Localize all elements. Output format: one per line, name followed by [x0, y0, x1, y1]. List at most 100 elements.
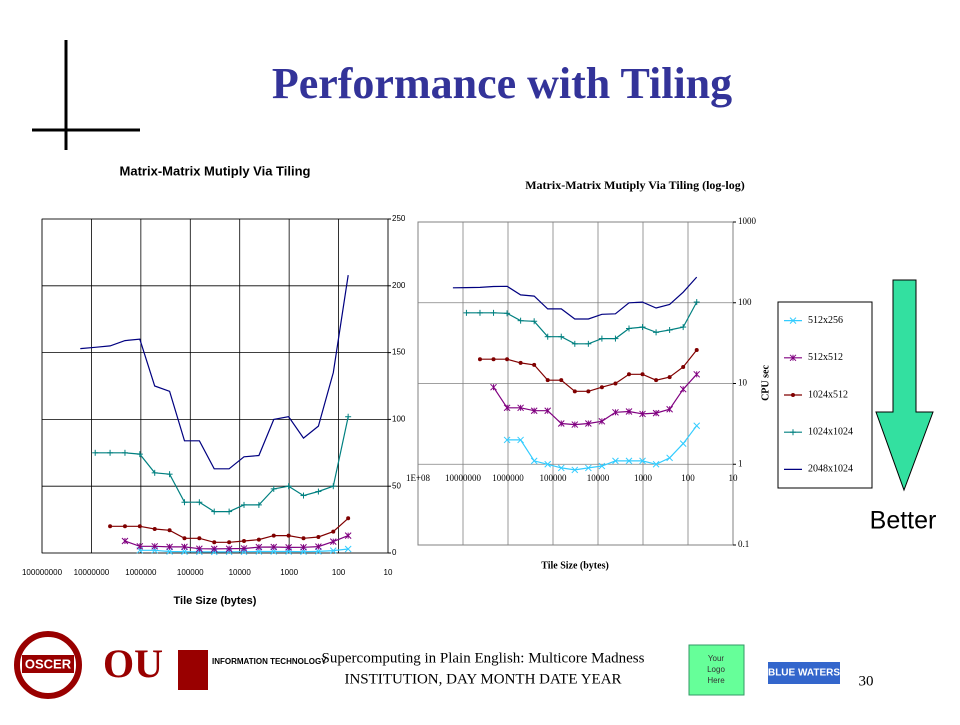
data-point	[667, 375, 672, 380]
data-point	[639, 324, 646, 331]
data-point	[92, 449, 99, 456]
data-point	[181, 499, 188, 506]
marker-dot	[286, 533, 291, 538]
data-point	[166, 471, 173, 478]
data-point	[491, 357, 496, 362]
data-point	[255, 501, 262, 508]
x-tick-label: 100000000	[22, 568, 63, 577]
data-point	[300, 492, 307, 499]
data-point	[329, 538, 337, 545]
data-point	[151, 542, 159, 550]
y-tick-label: 50	[392, 481, 401, 490]
data-point	[571, 340, 578, 347]
marker-dot	[532, 362, 537, 367]
data-point	[344, 532, 352, 539]
marker-dot	[599, 385, 604, 390]
data-point	[315, 488, 322, 495]
data-point	[571, 466, 579, 474]
marker-stroke	[329, 547, 337, 554]
marker-dot	[477, 357, 482, 362]
x-tick-label: 10000	[229, 568, 252, 577]
data-point	[586, 389, 591, 394]
data-point	[571, 421, 579, 428]
data-point	[557, 464, 565, 472]
logo-placeholder-text: Logo	[707, 665, 725, 674]
data-point	[666, 405, 673, 413]
x-tick-label: 100	[332, 568, 346, 577]
marker-dot	[346, 516, 351, 521]
data-point	[226, 508, 233, 515]
data-point	[240, 548, 248, 556]
legend-label: 1024x1024	[808, 426, 853, 437]
it-logo	[178, 650, 208, 690]
marker-dot	[518, 360, 523, 365]
logo-placeholder	[688, 644, 745, 696]
blue-waters-logo-text: BLUE WATERS	[768, 668, 840, 679]
data-point	[271, 533, 276, 538]
y-tick-label: 200	[392, 281, 406, 290]
x-tick-label: 100	[681, 473, 695, 483]
marker-stroke	[625, 457, 633, 465]
data-point	[121, 449, 128, 456]
data-point	[598, 462, 606, 470]
x-axis-label: Tile Size (bytes)	[174, 595, 257, 607]
data-point	[666, 454, 673, 462]
marker-stroke	[181, 548, 188, 556]
data-point	[613, 381, 618, 386]
data-point	[612, 408, 619, 416]
marker-dot	[491, 357, 496, 362]
x-tick-label: 10	[384, 568, 393, 577]
x-tick-label: 10	[729, 473, 739, 483]
marker-stroke	[225, 548, 233, 556]
data-point	[640, 372, 645, 377]
oscer-logo	[22, 655, 74, 673]
x-tick-label: 1E+08	[406, 473, 431, 483]
data-point	[197, 536, 202, 541]
legend-marker	[791, 393, 795, 397]
marker-stroke	[571, 466, 579, 474]
marker-stroke	[666, 454, 673, 462]
marker-dot	[559, 378, 564, 383]
slide-title: Performance with Tiling	[272, 59, 732, 108]
marker-dot	[626, 372, 631, 377]
ou-logo: OU	[103, 641, 163, 686]
series-line	[124, 535, 349, 550]
marker-dot	[316, 534, 321, 539]
marker-dot	[227, 540, 232, 545]
marker-dot	[331, 529, 336, 534]
data-point	[625, 457, 633, 465]
x-tick-label: 100000	[540, 473, 568, 483]
marker-dot	[241, 538, 246, 543]
data-point	[345, 413, 352, 420]
data-point	[517, 317, 524, 324]
data-point	[584, 464, 592, 472]
data-point	[530, 407, 538, 415]
marker-dot	[122, 524, 127, 529]
data-point	[518, 360, 523, 365]
data-point	[681, 365, 686, 370]
data-point	[240, 545, 248, 552]
marker-stroke	[639, 457, 646, 465]
data-point	[315, 548, 322, 555]
data-point	[517, 404, 524, 412]
data-point	[572, 389, 577, 394]
data-point	[654, 378, 659, 383]
better-arrow	[875, 279, 934, 492]
marker-stroke	[196, 548, 203, 556]
marker-dot	[640, 372, 645, 377]
data-point	[330, 483, 337, 490]
data-point	[639, 457, 646, 465]
legend-marker	[789, 354, 797, 362]
data-point	[679, 385, 687, 393]
footer-text: Supercomputing in Plain English: Multico…	[322, 650, 645, 666]
data-point	[666, 326, 673, 333]
data-point	[693, 370, 701, 378]
data-point	[122, 524, 127, 529]
series-line	[452, 276, 698, 320]
data-point	[490, 309, 497, 316]
marker-dot	[197, 536, 202, 541]
data-point	[152, 526, 157, 531]
data-point	[476, 309, 483, 316]
